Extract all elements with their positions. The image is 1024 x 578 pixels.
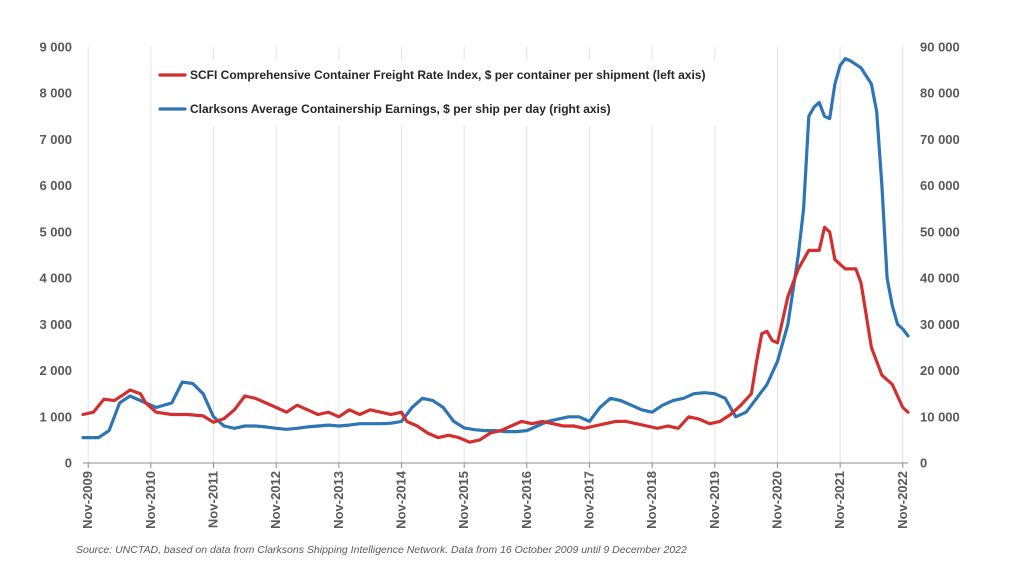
legend-label-clarksons: Clarksons Average Containership Earnings…: [190, 102, 611, 116]
y-left-tick-label: 2 000: [39, 363, 72, 378]
y-axis-right-ticks: 0 10 000 20 000 30 000 40 000 50 000 60 000 70 …: [920, 40, 960, 471]
y-left-tick-label: 3 000: [39, 317, 72, 332]
y-right-tick-label: 10 000: [920, 409, 960, 424]
legend: SCFI Comprehensive Container Freight Rat…: [155, 60, 735, 126]
x-tick-label: Nov-2015: [456, 471, 471, 529]
x-tick-label: Nov-2019: [707, 471, 722, 529]
x-tick-label: Nov-2013: [331, 471, 346, 529]
y-left-tick-label: 7 000: [39, 132, 72, 147]
y-right-tick-label: 80 000: [920, 86, 960, 101]
x-tick-label: Nov-2018: [644, 471, 659, 529]
x-tick-label: Nov-2009: [80, 471, 95, 529]
y-right-tick-label: 90 000: [920, 40, 960, 55]
y-right-tick-label: 20 000: [920, 363, 960, 378]
y-left-tick-label: 9 000: [39, 40, 72, 55]
x-tick-label: Nov-2012: [268, 471, 283, 529]
y-right-tick-label: 60 000: [920, 178, 960, 193]
y-left-tick-label: 4 000: [39, 271, 72, 286]
y-right-tick-label: 0: [920, 456, 927, 471]
y-right-tick-label: 50 000: [920, 224, 960, 239]
series-lines: [81, 57, 910, 444]
series-line-clarksons: [81, 57, 910, 440]
x-tick-label: Nov-2020: [769, 471, 784, 529]
series-line-scfi: [81, 225, 910, 444]
y-right-tick-label: 70 000: [920, 132, 960, 147]
y-left-tick-label: 8 000: [39, 86, 72, 101]
x-tick-label: Nov-2021: [832, 471, 847, 529]
x-tick-label: Nov-2016: [519, 471, 534, 529]
source-note: Source: UNCTAD, based on data from Clark…: [76, 544, 687, 556]
y-right-tick-label: 40 000: [920, 271, 960, 286]
y-left-tick-label: 6 000: [39, 178, 72, 193]
x-tick-label: Nov-2010: [143, 471, 158, 529]
y-left-tick-label: 0: [65, 456, 72, 471]
y-axis-left-ticks: 0 1 000 2 000 3 000 4 000 5 000 6 000 7 000 8 00…: [39, 40, 72, 471]
legend-label-scfi: SCFI Comprehensive Container Freight Rat…: [190, 68, 705, 82]
x-tick-label: Nov-2017: [581, 471, 596, 529]
y-left-tick-label: 5 000: [39, 224, 72, 239]
x-tick-label: Nov-2011: [206, 471, 221, 528]
x-tick-label: Nov-2022: [895, 471, 910, 529]
y-right-tick-label: 30 000: [920, 317, 960, 332]
y-left-tick-label: 1 000: [39, 409, 72, 424]
legend-background: [155, 60, 735, 126]
x-axis-ticks: Nov-2009 Nov-2010 Nov-2011 Nov-2012 Nov-2013…: [80, 463, 910, 529]
x-tick-label: Nov-2014: [394, 470, 409, 529]
